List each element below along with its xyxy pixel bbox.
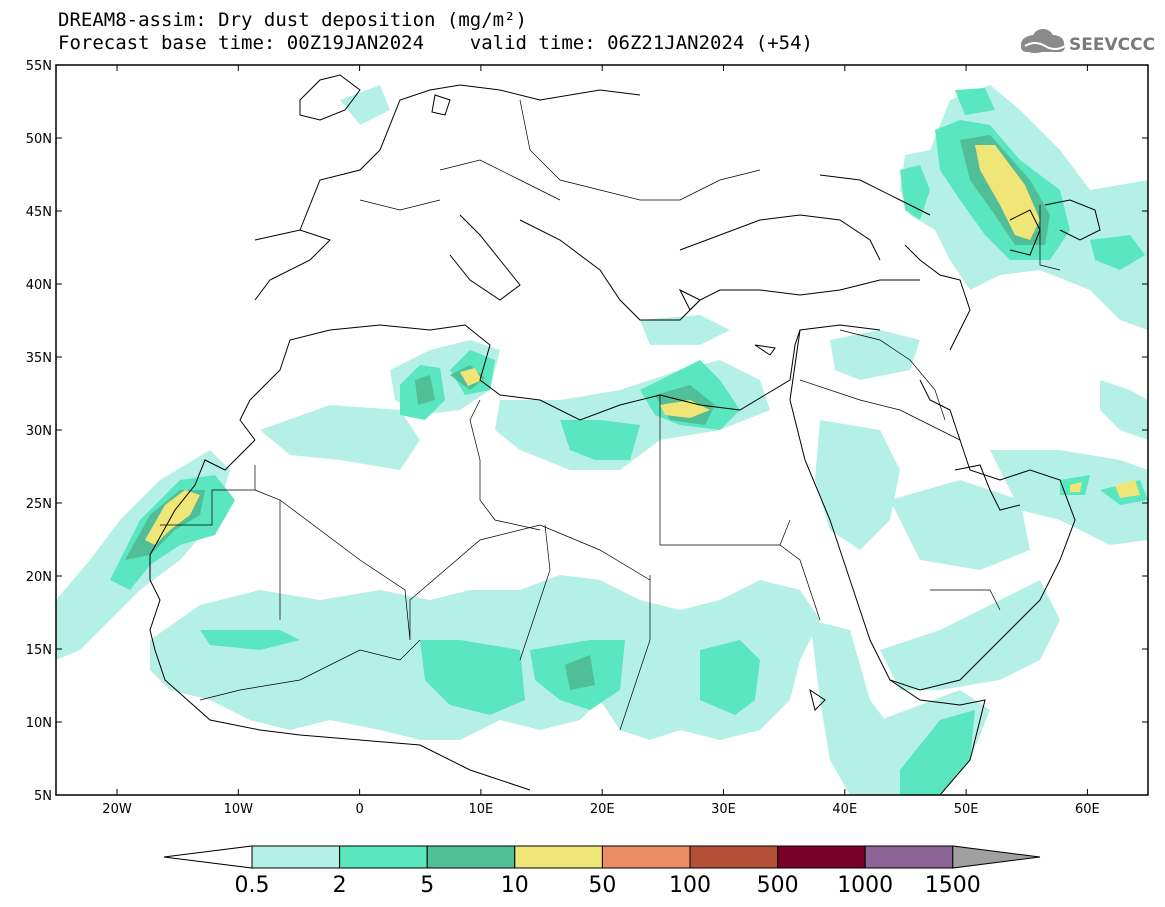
logo-text: SEEVCCC <box>1069 35 1155 55</box>
axis-ticks <box>56 64 1148 796</box>
seevccc-logo: SEEVCCC <box>1021 29 1155 55</box>
lon-label: 20E <box>590 802 615 817</box>
lon-label: 0 <box>355 802 363 817</box>
lat-label: 55N <box>26 59 52 74</box>
colorbar-swatch <box>689 845 779 869</box>
colorbar-label: 50 <box>588 873 616 898</box>
lon-label: 50E <box>954 802 979 817</box>
lat-label: 50N <box>26 132 52 147</box>
colorbar-label: 1000 <box>837 873 893 898</box>
coastlines <box>149 74 1101 795</box>
colorbar-swatch <box>864 845 954 869</box>
colorbar-swatch <box>514 845 603 869</box>
latitude-labels: 55N 50N 45N 40N 35N 30N 25N 20N 15N 10N 5N <box>26 59 52 804</box>
lon-label: 20W <box>102 802 132 817</box>
lon-label: 30E <box>711 802 736 817</box>
forecast-times: Forecast base time: 00Z19JAN2024 valid t… <box>58 32 813 54</box>
colorbar-label: 5 <box>420 873 434 898</box>
colorbar-label: 0.5 <box>235 873 270 898</box>
colorbar: 0.5 2 5 10 50 100 500 1000 1500 <box>163 845 1041 898</box>
colorbar-label: 100 <box>669 873 711 898</box>
dust-field <box>56 85 1148 795</box>
lat-label: 25N <box>26 497 52 512</box>
colorbar-swatch <box>339 845 428 869</box>
lon-label: 40E <box>832 802 857 817</box>
lat-label: 20N <box>26 570 52 585</box>
colorbar-swatch <box>251 845 341 869</box>
lat-label: 5N <box>34 789 52 804</box>
colorbar-label: 1500 <box>925 873 981 898</box>
colorbar-over-arrow <box>952 845 1041 869</box>
colorbar-swatch <box>777 845 866 869</box>
colorbar-swatch <box>601 845 691 869</box>
lat-label: 30N <box>26 424 52 439</box>
lon-label: 60E <box>1075 802 1100 817</box>
map-title: DREAM8-assim: Dry dust deposition (mg/m²… <box>58 9 527 31</box>
colorbar-swatch <box>426 845 516 869</box>
colorbar-label: 10 <box>501 873 529 898</box>
colorbar-label: 2 <box>333 873 347 898</box>
lat-label: 45N <box>26 205 52 220</box>
longitude-labels: 20W 10W 0 10E 20E 30E 40E 50E 60E <box>102 802 1099 817</box>
lon-label: 10E <box>469 802 494 817</box>
lat-label: 35N <box>26 351 52 366</box>
lat-label: 10N <box>26 716 52 731</box>
colorbar-label: 500 <box>757 873 799 898</box>
colorbar-under-arrow <box>163 845 253 869</box>
lat-label: 40N <box>26 278 52 293</box>
country-borders <box>160 99 1061 731</box>
lat-label: 15N <box>26 643 52 658</box>
lon-label: 10W <box>224 802 254 817</box>
